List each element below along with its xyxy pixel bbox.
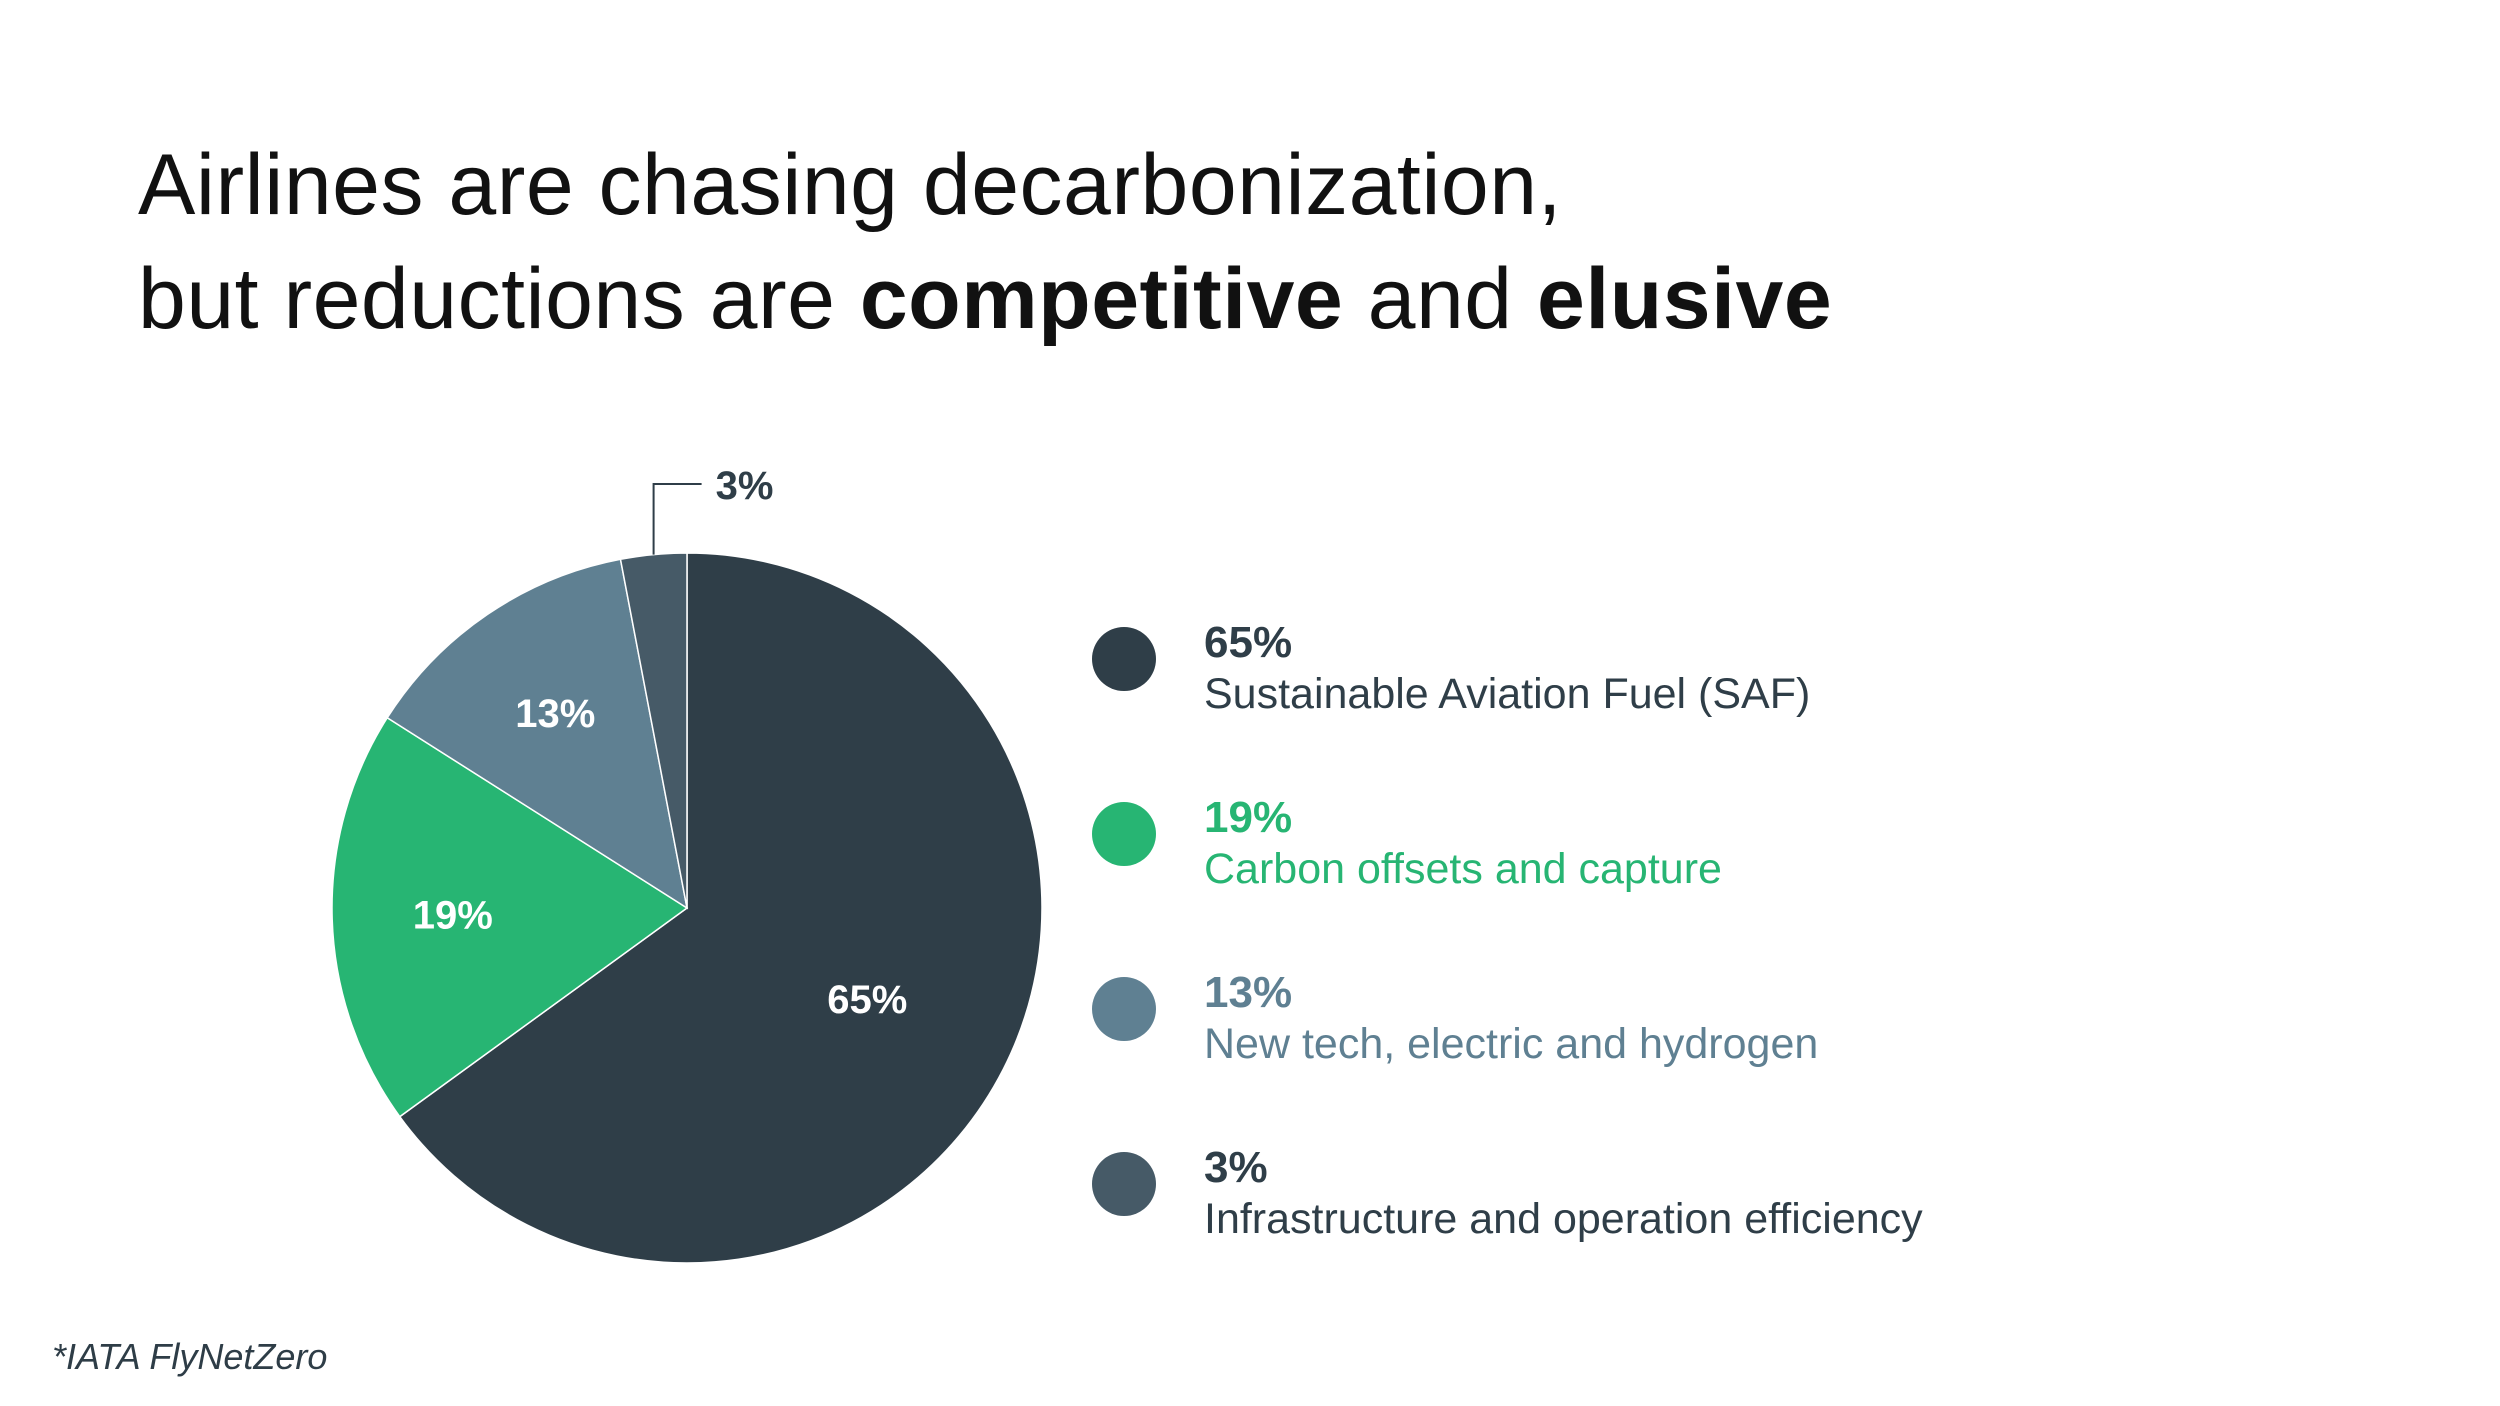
title-emphasis-elusive: elusive: [1537, 251, 1833, 347]
pie-data-label-newtech: 13%: [515, 692, 595, 736]
pie-data-label-offsets: 19%: [413, 893, 493, 937]
pie-slice-offsets: [331, 716, 689, 1118]
pie-data-label-infrastructure: 3%: [716, 464, 774, 508]
title-line-2: but reductions are competitive and elusi…: [138, 242, 1832, 356]
pie-slice-newtech: [386, 558, 689, 910]
legend-item-infrastructure: 3% Infrastructure and operation efficienc…: [1092, 1140, 2392, 1315]
source-footnote: *IATA FlyNetZero: [52, 1336, 328, 1377]
pie-leader-line-infrastructure: [652, 483, 702, 555]
title-emphasis-competitive: competitive: [859, 251, 1344, 347]
pie-slice-saf: [398, 552, 1043, 1264]
legend-label: Infrastructure and operation efficiency: [1204, 1195, 1923, 1243]
legend-item-offsets: 19% Carbon offsets and capture: [1092, 790, 2392, 965]
legend-item-newtech: 13% New tech, electric and hydrogen: [1092, 965, 2392, 1140]
legend-percent: 3%: [1204, 1143, 1268, 1192]
pie-data-label-saf: 65%: [827, 978, 907, 1022]
pie-slice-infrastructure: [619, 552, 688, 909]
title-line-2-text: but reductions are: [138, 251, 860, 347]
legend-label: Carbon offsets and capture: [1204, 845, 1722, 893]
legend-percent: 65%: [1204, 618, 1293, 667]
legend-swatch: [1092, 1152, 1156, 1216]
legend-swatch: [1092, 802, 1156, 866]
legend-swatch: [1092, 627, 1156, 691]
page-title: Airlines are chasing decarbonization, bu…: [138, 128, 1832, 356]
title-line-2-joiner: and: [1343, 251, 1538, 347]
title-line-1: Airlines are chasing decarbonization,: [138, 137, 1562, 233]
legend-percent: 13%: [1204, 968, 1293, 1017]
legend-label: New tech, electric and hydrogen: [1204, 1020, 1819, 1068]
chart-legend: 65% Sustainable Aviation Fuel (SAF) 19% Car…: [1092, 615, 2392, 1315]
legend-swatch: [1092, 977, 1156, 1041]
legend-label: Sustainable Aviation Fuel (SAF): [1204, 670, 1811, 718]
legend-item-saf: 65% Sustainable Aviation Fuel (SAF): [1092, 615, 2392, 790]
legend-percent: 19%: [1204, 793, 1293, 842]
